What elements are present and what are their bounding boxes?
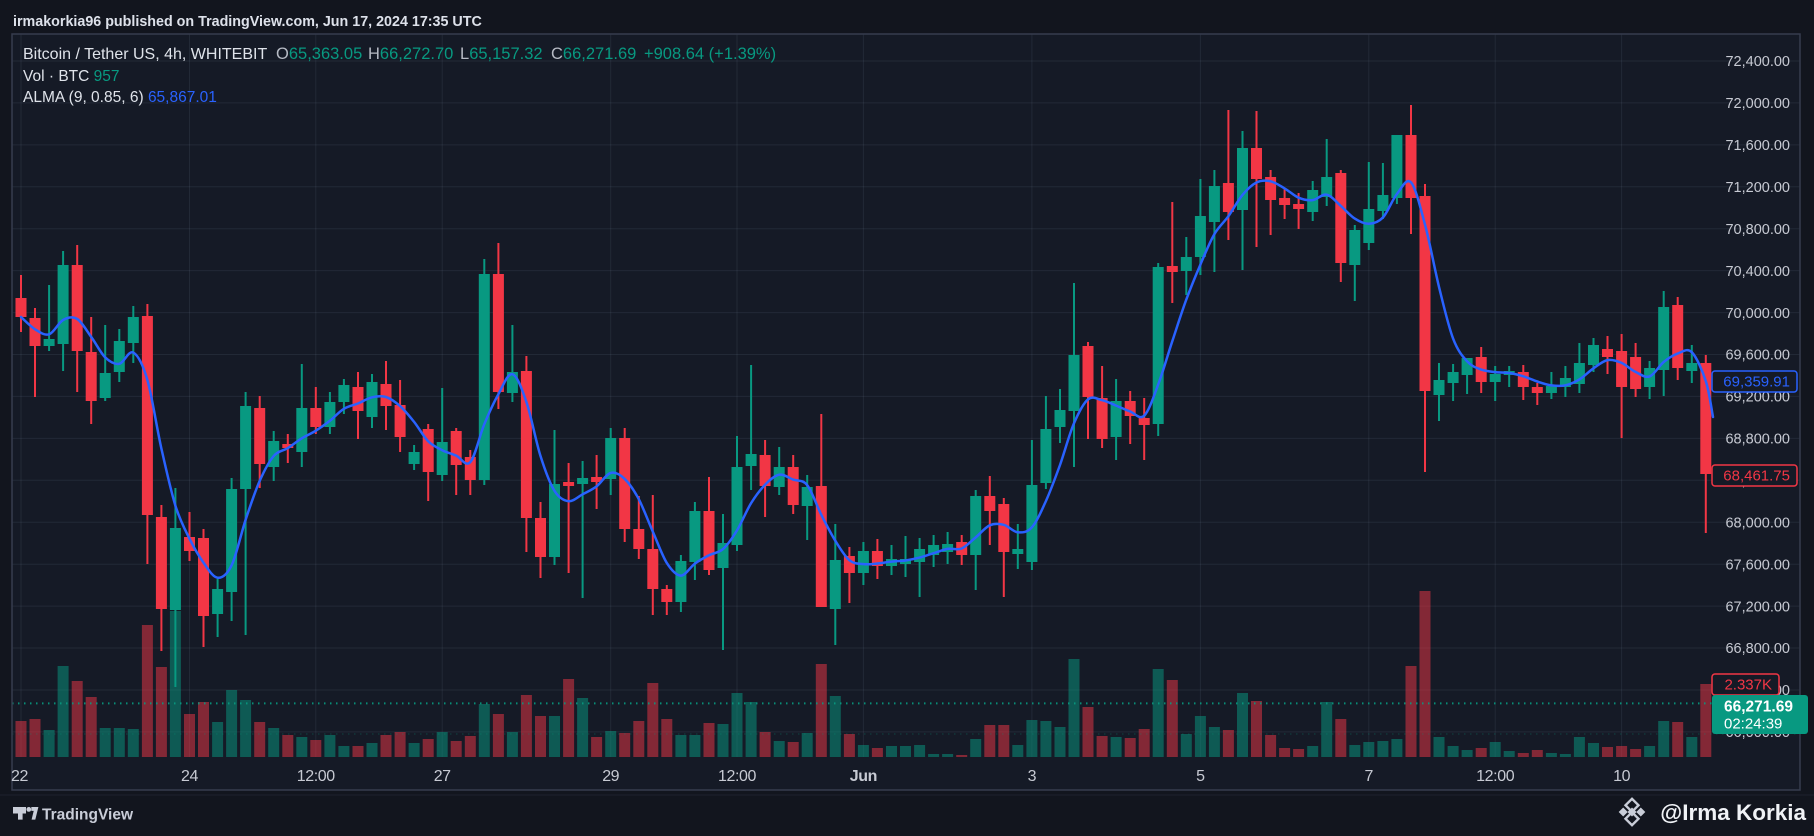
svg-text:68,461.75: 68,461.75 (1723, 468, 1790, 485)
svg-text:29: 29 (602, 768, 619, 785)
svg-text:69,600.00: 69,600.00 (1725, 348, 1790, 364)
svg-text:ALMA (9, 0.85, 6) 65,867.01: ALMA (9, 0.85, 6) 65,867.01 (23, 89, 217, 106)
svg-text:67,200.00: 67,200.00 (1725, 599, 1790, 615)
svg-text:5: 5 (1196, 768, 1205, 785)
svg-text:70,800.00: 70,800.00 (1725, 222, 1790, 238)
svg-text:irmakorkia96 published on Trad: irmakorkia96 published on TradingView.co… (13, 14, 482, 30)
svg-text:27: 27 (434, 768, 451, 785)
svg-text:2.337K: 2.337K (1724, 677, 1772, 694)
svg-text:O65,363.05: O65,363.05 (276, 45, 362, 63)
svg-text:12:00: 12:00 (1476, 768, 1515, 785)
svg-text:C66,271.69: C66,271.69 (551, 45, 636, 63)
svg-text:68,000.00: 68,000.00 (1725, 515, 1790, 531)
svg-text:66,800.00: 66,800.00 (1725, 641, 1790, 657)
svg-text:Vol · BTC 957: Vol · BTC 957 (23, 68, 120, 85)
svg-text:22: 22 (11, 768, 28, 785)
svg-text:TradingView: TradingView (42, 807, 134, 824)
svg-text:+908.64 (+1.39%): +908.64 (+1.39%) (644, 45, 776, 63)
svg-text:02:24:39: 02:24:39 (1724, 716, 1782, 733)
svg-text:72,000.00: 72,000.00 (1725, 96, 1790, 112)
svg-text:69,359.91: 69,359.91 (1723, 374, 1790, 391)
svg-text:H66,272.70: H66,272.70 (368, 45, 453, 63)
svg-text:71,200.00: 71,200.00 (1725, 180, 1790, 196)
svg-text:L65,157.32: L65,157.32 (460, 45, 543, 63)
svg-text:10: 10 (1613, 768, 1630, 785)
svg-text:12:00: 12:00 (718, 768, 757, 785)
svg-text:24: 24 (181, 768, 198, 785)
svg-text:70,000.00: 70,000.00 (1725, 306, 1790, 322)
svg-text:69,200.00: 69,200.00 (1725, 390, 1790, 406)
svg-text:68,800.00: 68,800.00 (1725, 432, 1790, 448)
svg-text:@Irma Korkia: @Irma Korkia (1660, 800, 1806, 825)
svg-text:72,400.00: 72,400.00 (1725, 54, 1790, 70)
svg-text:71,600.00: 71,600.00 (1725, 138, 1790, 154)
svg-text:Jun: Jun (850, 768, 877, 785)
svg-text:66,271.69: 66,271.69 (1724, 699, 1793, 716)
svg-text:67,600.00: 67,600.00 (1725, 557, 1790, 573)
svg-text:7: 7 (1365, 768, 1374, 785)
svg-text:Bitcoin / Tether US, 4h, WHITE: Bitcoin / Tether US, 4h, WHITEBIT (23, 46, 267, 63)
svg-text:70,400.00: 70,400.00 (1725, 264, 1790, 280)
svg-text:3: 3 (1028, 768, 1037, 785)
svg-text:12:00: 12:00 (297, 768, 336, 785)
